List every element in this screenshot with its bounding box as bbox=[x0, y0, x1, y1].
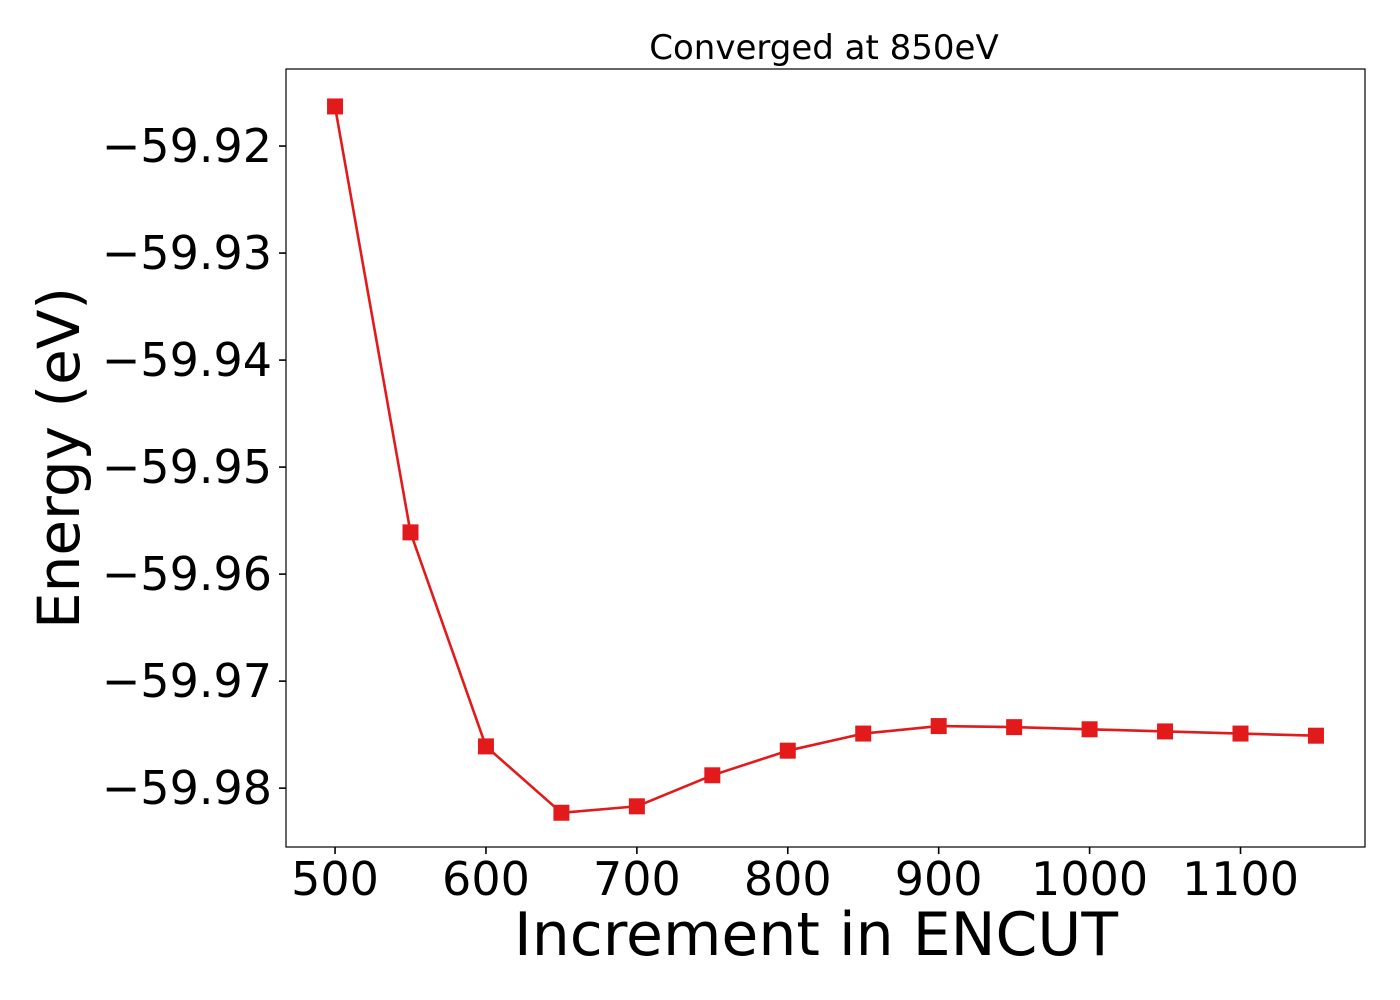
data-point bbox=[930, 718, 947, 735]
data-point bbox=[327, 98, 344, 115]
y-tick-label: −59.96 bbox=[102, 547, 272, 601]
data-point bbox=[628, 798, 645, 815]
y-axis-label: Energy (eV) bbox=[25, 287, 93, 629]
y-axis: −59.92 −59.93 −59.94 −59.95 −59.96 −59.97 −59.… bbox=[102, 119, 286, 815]
x-tick-label: 800 bbox=[744, 852, 832, 906]
y-tick-label: −59.98 bbox=[102, 761, 272, 815]
data-point bbox=[779, 742, 796, 759]
data-point bbox=[1081, 721, 1098, 738]
data-point bbox=[704, 767, 721, 784]
y-tick-label: −59.92 bbox=[102, 119, 272, 173]
data-point bbox=[553, 804, 570, 821]
series-markers bbox=[327, 98, 1324, 821]
x-axis-label: Increment in ENCUT bbox=[514, 900, 1118, 970]
y-tick-label: −59.95 bbox=[102, 440, 272, 494]
data-point bbox=[477, 738, 494, 755]
x-tick-label: 500 bbox=[291, 852, 379, 906]
data-point bbox=[1006, 719, 1023, 736]
series-lines bbox=[333, 106, 1317, 815]
y-tick-label: −59.94 bbox=[102, 333, 272, 387]
x-tick-label: 1000 bbox=[1031, 852, 1148, 906]
y-tick-label: −59.93 bbox=[102, 226, 272, 280]
data-point bbox=[1307, 727, 1324, 744]
x-tick-label: 1100 bbox=[1182, 852, 1299, 906]
chart-title: Converged at 850eV bbox=[649, 28, 998, 68]
x-tick-label: 700 bbox=[593, 852, 681, 906]
data-point bbox=[1232, 725, 1249, 742]
data-point bbox=[855, 725, 872, 742]
x-tick-label: 600 bbox=[442, 852, 530, 906]
y-tick-label: −59.97 bbox=[102, 654, 272, 708]
data-point bbox=[402, 524, 419, 541]
x-tick-label: 900 bbox=[895, 852, 983, 906]
x-axis: 500 600 700 800 900 1000 1100 bbox=[291, 847, 1299, 906]
series-line bbox=[333, 106, 1317, 815]
data-point bbox=[1157, 723, 1174, 740]
plot-frame bbox=[285, 68, 1366, 848]
